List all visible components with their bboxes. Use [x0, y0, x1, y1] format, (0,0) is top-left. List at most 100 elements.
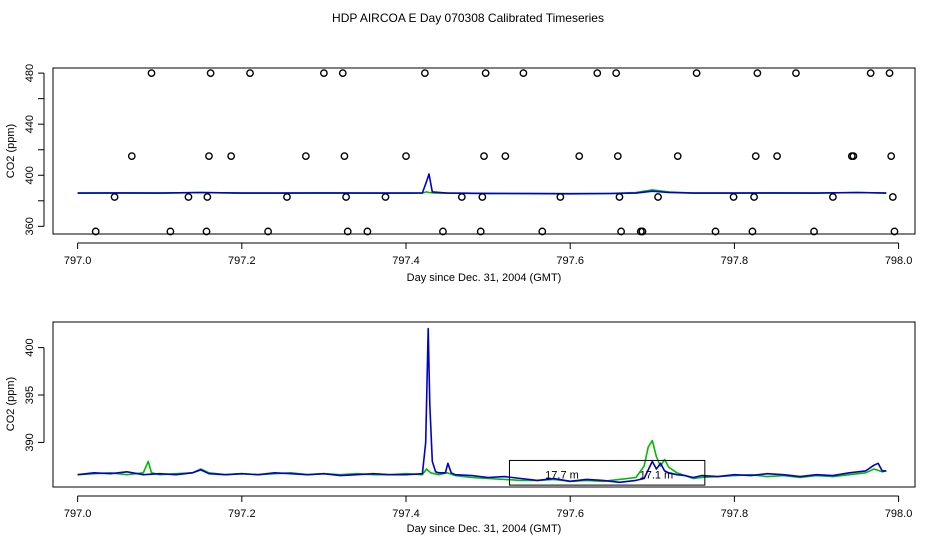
- height-label-17-1m: 17.1 m: [640, 470, 674, 482]
- x-tick-label: 797.8: [721, 255, 749, 267]
- data-point: [301, 152, 310, 161]
- data-point: [340, 152, 349, 161]
- y-tick-label: 395: [24, 386, 36, 404]
- data-point: [381, 193, 390, 201]
- data-point: [617, 227, 625, 236]
- data-point: [166, 227, 175, 236]
- bottom-x-axis-label: Day since Dec. 31, 2004 (GMT): [407, 523, 562, 535]
- data-point: [829, 193, 837, 201]
- x-tick-label: 797.2: [228, 255, 256, 267]
- data-point: [810, 227, 818, 236]
- data-point: [615, 193, 624, 201]
- x-tick-label: 797.4: [392, 508, 420, 520]
- top-x-axis-label: Day since Dec. 31, 2004 (GMT): [407, 272, 562, 284]
- data-point: [206, 69, 215, 78]
- data-point: [343, 227, 352, 236]
- height-label-17-7m: 17.7 m: [545, 470, 579, 482]
- averaging-window-box: [508, 459, 706, 486]
- bottom-x-axis: 797.0 797.2 797.4 797.6 797.8 798.0: [64, 495, 913, 520]
- data-point: [888, 193, 897, 201]
- data-point: [593, 69, 602, 78]
- data-point: [264, 227, 272, 236]
- data-point: [729, 193, 738, 201]
- data-point: [612, 69, 621, 78]
- data-point: [110, 193, 119, 201]
- x-tick-label: 797.6: [556, 255, 584, 267]
- y-tick-label: 400: [24, 166, 36, 184]
- x-tick-label: 797.6: [556, 508, 584, 520]
- top-y-axis-label: CO2 (ppm): [5, 124, 17, 178]
- top-series-lines: [77, 173, 887, 195]
- data-point: [127, 152, 136, 161]
- data-point: [501, 152, 510, 161]
- data-point: [538, 227, 547, 236]
- data-point: [750, 193, 758, 201]
- blue-series-line: [77, 173, 887, 195]
- data-point: [748, 227, 757, 236]
- data-point: [439, 227, 447, 236]
- data-point: [227, 152, 236, 161]
- bottom-line-panel: 797.0 797.2 797.4 797.6 797.8 798.0 390 395 400…: [5, 321, 916, 535]
- data-point: [457, 193, 466, 201]
- bottom-y-axis-label: CO2 (ppm): [5, 377, 17, 431]
- y-tick-label: 440: [24, 115, 36, 133]
- data-point: [476, 227, 485, 236]
- data-point: [283, 193, 291, 201]
- y-tick-label: 360: [24, 217, 36, 235]
- data-point: [654, 193, 662, 201]
- x-tick-label: 797.4: [392, 255, 420, 267]
- y-tick-label: 390: [24, 433, 36, 451]
- data-point: [753, 69, 762, 78]
- data-point: [478, 193, 487, 201]
- data-point: [184, 193, 193, 201]
- data-point: [692, 69, 701, 78]
- data-point: [420, 69, 429, 78]
- data-point: [519, 69, 528, 78]
- bottom-y-axis: 390 395 400: [24, 338, 45, 452]
- data-point: [480, 152, 488, 161]
- x-tick-label: 797.0: [64, 255, 92, 267]
- data-point: [402, 152, 410, 161]
- top-points: [91, 69, 899, 236]
- figure-title: HDP AIRCOA E Day 070308 Calibrated Times…: [332, 11, 604, 25]
- x-tick-label: 797.2: [228, 508, 256, 520]
- data-point: [205, 152, 213, 161]
- data-point: [320, 69, 328, 78]
- y-tick-label: 400: [24, 338, 36, 356]
- bottom-series-lines: [77, 327, 887, 484]
- data-point: [887, 152, 896, 161]
- blue-series-line: [77, 327, 887, 484]
- data-point: [866, 69, 875, 78]
- data-point: [613, 152, 622, 161]
- data-point: [890, 227, 899, 236]
- data-point: [203, 193, 212, 201]
- data-point: [792, 69, 800, 78]
- x-tick-label: 798.0: [885, 255, 913, 267]
- top-x-axis: 797.0 797.2 797.4 797.6 797.8 798.0: [64, 242, 913, 267]
- data-point: [849, 152, 858, 161]
- data-point: [751, 152, 760, 161]
- data-point: [885, 69, 894, 78]
- data-point: [91, 227, 100, 236]
- data-point: [338, 69, 347, 78]
- data-point: [773, 152, 781, 161]
- green-series-line: [77, 439, 887, 483]
- data-point: [638, 227, 647, 236]
- x-tick-label: 798.0: [885, 508, 913, 520]
- x-tick-label: 797.8: [721, 508, 749, 520]
- top-y-axis: 360 400 440 480: [24, 64, 45, 236]
- data-point: [363, 227, 372, 236]
- bottom-plot-frame: [52, 321, 916, 488]
- data-point: [575, 152, 584, 161]
- data-point: [673, 152, 682, 161]
- data-point: [342, 193, 350, 201]
- data-point: [556, 193, 565, 201]
- x-tick-label: 797.0: [64, 508, 92, 520]
- top-scatter-panel: 797.0 797.2 797.4 797.6 797.8 798.0 360 400 440…: [5, 64, 916, 284]
- top-plot-frame: [52, 67, 916, 235]
- data-point: [147, 69, 156, 78]
- data-point: [202, 227, 211, 236]
- data-point: [711, 227, 720, 236]
- data-point: [481, 69, 490, 78]
